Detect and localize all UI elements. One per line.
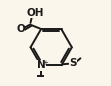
Text: O: O <box>16 24 25 34</box>
Text: OH: OH <box>26 8 44 18</box>
Text: N: N <box>37 60 46 70</box>
Text: S: S <box>69 58 76 68</box>
Text: +: + <box>42 60 48 66</box>
